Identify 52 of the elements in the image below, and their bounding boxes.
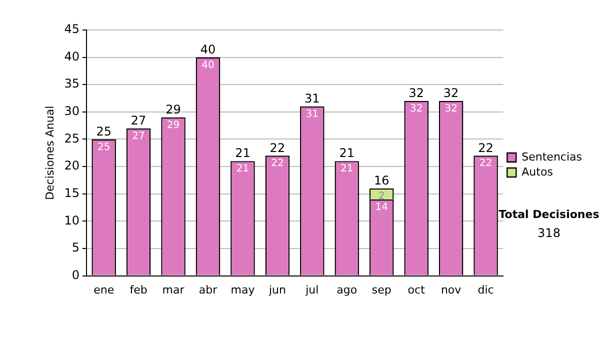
x-tick-label: feb	[130, 283, 148, 296]
total-label: 21	[339, 146, 355, 160]
x-tick-label: sep	[372, 283, 392, 296]
x-tick-label: ago	[336, 283, 358, 296]
data-label: 29	[166, 120, 180, 131]
y-tick-label: 25	[64, 131, 80, 146]
y-tick-label: 10	[64, 213, 80, 228]
y-tick-label: 15	[64, 186, 80, 200]
total-label: 22	[478, 140, 494, 155]
data-label: 2	[378, 191, 385, 202]
x-tick-label: nov	[440, 283, 462, 296]
text: 318	[538, 226, 560, 240]
y-tick-label: 35	[64, 76, 80, 91]
y-axis-title: Decisiones Anual	[43, 106, 56, 200]
total-label: 31	[304, 92, 320, 106]
legend-label: Sentencias	[522, 150, 582, 164]
total-label: 32	[408, 86, 424, 100]
data-label: 32	[444, 104, 458, 115]
total-label: 29	[166, 102, 181, 117]
data-label: 21	[236, 164, 250, 175]
x-tick-label: mar	[162, 283, 185, 296]
y-tick-label: 20	[64, 158, 80, 173]
total-label: 16	[374, 174, 390, 188]
total-label: 32	[443, 86, 459, 100]
data-label: 25	[97, 142, 110, 153]
total-label: 40	[200, 42, 216, 56]
total-label: 22	[270, 140, 286, 155]
data-label: 40	[202, 60, 214, 71]
total-label: 27	[130, 113, 146, 128]
x-tick-label: ene	[94, 283, 114, 296]
y-tick-label: 5	[72, 240, 80, 255]
data-label: 27	[132, 130, 145, 142]
y-tick-label: 30	[64, 104, 80, 118]
y-tick-label: 45	[64, 22, 80, 36]
data-label: 21	[340, 164, 354, 175]
data-label: 32	[410, 104, 423, 115]
legend-label: Autos	[522, 165, 554, 178]
x-tick-label: dic	[478, 283, 494, 296]
x-tick-label: oct	[408, 283, 426, 296]
data-label: 31	[306, 109, 319, 120]
x-tick-label: jun	[268, 283, 286, 296]
data-label: 22	[479, 158, 492, 170]
x-tick-label: abr	[198, 283, 218, 296]
x-tick-label: jul	[304, 283, 319, 296]
total-label: 21	[235, 146, 250, 160]
y-tick-label: 0	[72, 268, 80, 282]
x-tick-label: may	[230, 283, 256, 296]
data-label: 22	[271, 158, 284, 170]
total-label: 25	[96, 124, 112, 138]
y-tick-label: 40	[64, 49, 80, 64]
annotation: Total Decisiones	[498, 208, 600, 221]
data-label: 14	[375, 202, 388, 213]
